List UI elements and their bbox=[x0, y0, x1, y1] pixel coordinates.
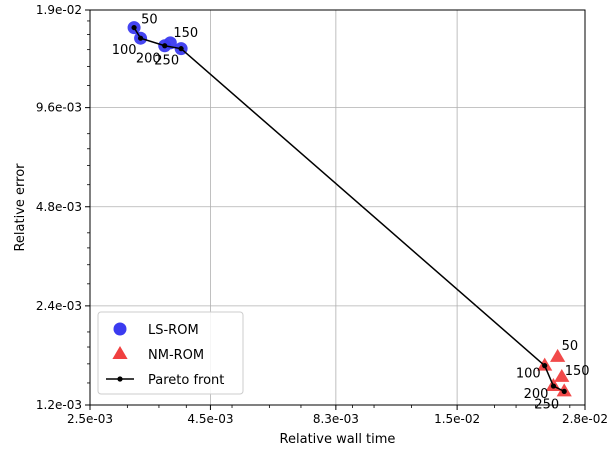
x-axis-label: Relative wall time bbox=[280, 432, 396, 447]
point-label: 100 bbox=[516, 367, 541, 382]
pareto-front-point bbox=[131, 24, 137, 31]
y-axis-ticks: 1.2e-03 2.4e-03 4.8e-03 9.6e-03 1.9e-02 bbox=[36, 3, 90, 412]
y-axis-label: Relative error bbox=[13, 163, 28, 252]
point-label: 250 bbox=[154, 54, 179, 69]
pareto-front-point bbox=[550, 383, 557, 389]
legend-marker-ls-rom bbox=[113, 322, 127, 336]
pareto-front-point bbox=[162, 43, 168, 49]
legend-box bbox=[97, 311, 244, 395]
point-label: 150 bbox=[173, 26, 198, 41]
pareto-front-point bbox=[542, 363, 548, 369]
y-tick-label: 1.2e-03 bbox=[36, 398, 82, 412]
y-tick-label: 9.6e-03 bbox=[36, 101, 82, 115]
legend: LS-ROM NM-ROM Pareto front bbox=[97, 311, 244, 395]
point-label: 50 bbox=[141, 13, 158, 28]
point-label: 50 bbox=[562, 339, 579, 354]
nm-rom-point bbox=[554, 368, 570, 382]
pareto-front-point bbox=[561, 388, 567, 394]
pareto-front-point bbox=[137, 35, 144, 41]
x-tick-label: 2.5e-03 bbox=[67, 412, 113, 426]
legend-label: Pareto front bbox=[148, 373, 224, 388]
x-axis-ticks: 2.5e-03 4.5e-03 8.3e-03 1.5e-02 2.8e-02 bbox=[67, 405, 608, 426]
point-label: 100 bbox=[112, 43, 137, 58]
x-tick-label: 4.5e-03 bbox=[187, 412, 233, 426]
nm-rom-point bbox=[550, 348, 566, 362]
y-tick-label: 2.4e-03 bbox=[36, 299, 82, 313]
legend-marker-pareto-dot bbox=[117, 376, 123, 382]
y-tick-label: 1.9e-02 bbox=[36, 3, 82, 17]
legend-label: LS-ROM bbox=[148, 323, 199, 338]
y-tick-label: 4.8e-03 bbox=[36, 200, 82, 214]
x-tick-label: 1.5e-02 bbox=[434, 412, 480, 426]
x-tick-label: 2.8e-02 bbox=[562, 412, 608, 426]
legend-marker-nm-rom bbox=[112, 346, 128, 359]
plot-frame bbox=[89, 9, 586, 406]
legend-label: NM-ROM bbox=[148, 348, 204, 363]
point-label: 150 bbox=[565, 364, 590, 379]
x-tick-label: 8.3e-03 bbox=[313, 412, 359, 426]
point-label: 200 bbox=[524, 387, 549, 402]
pareto-front-point bbox=[178, 46, 184, 52]
point-label: 200 bbox=[136, 52, 161, 67]
